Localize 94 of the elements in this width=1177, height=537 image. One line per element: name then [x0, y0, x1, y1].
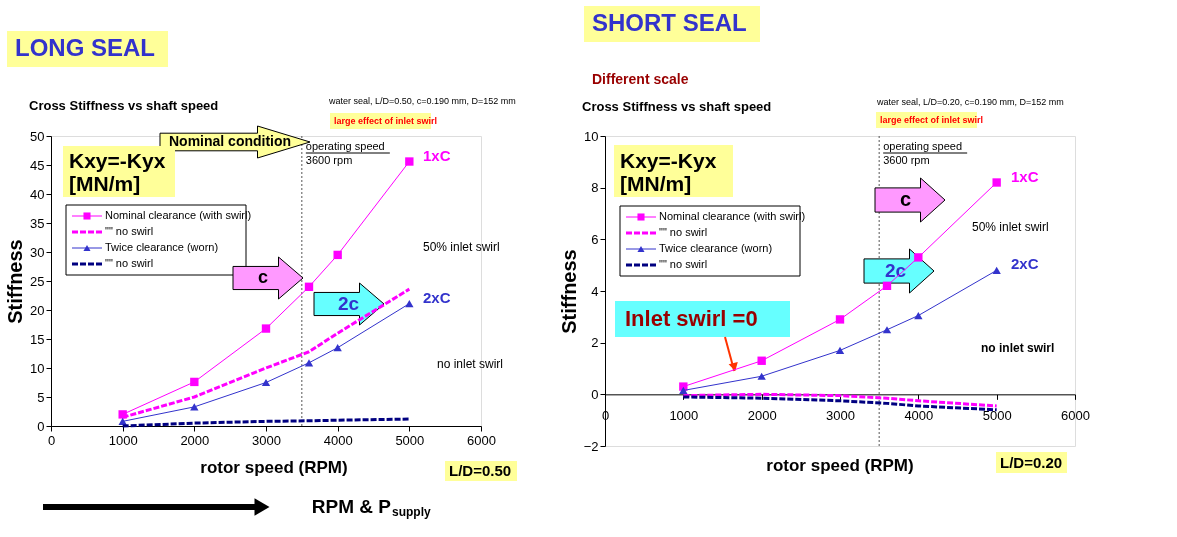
y-tick-label: 25	[30, 273, 45, 289]
point	[118, 410, 127, 419]
y-tick-label: −2	[583, 438, 599, 454]
legend-label: "" no swirl	[659, 226, 708, 238]
legend-label: Nominal clearance (with swirl)	[105, 209, 252, 221]
point	[679, 386, 688, 395]
point	[757, 356, 766, 365]
y-tick-label: 0	[591, 386, 599, 402]
point	[333, 250, 342, 260]
annotation: Nominal condition	[169, 133, 292, 149]
x-tick-label: 2000	[180, 432, 210, 448]
annotation: no inlet swirl	[437, 357, 504, 371]
y-tick-label: 10	[30, 360, 45, 376]
point	[304, 359, 314, 367]
point	[835, 315, 845, 324]
annotation: 2c	[338, 293, 360, 314]
chart-title: SHORT SEAL	[592, 9, 747, 36]
x-tick-label: 4000	[323, 432, 353, 448]
y-tick-label: 2	[591, 335, 599, 351]
y-tick-label: 5	[37, 389, 45, 405]
point	[992, 266, 1001, 274]
annotation: 1xC	[1011, 168, 1039, 185]
legend-label: "" no swirl	[659, 258, 708, 270]
y-tick-label: 10	[584, 128, 599, 144]
point	[914, 253, 923, 262]
point	[261, 378, 271, 387]
annotation: 1xC	[423, 147, 451, 164]
y-tick-label: 30	[30, 244, 45, 260]
y-tick-label: 50	[30, 128, 45, 144]
y-tick-label: 35	[30, 215, 45, 231]
x-tick-label: 5000	[395, 432, 425, 448]
annotation: 50% inlet swirl	[423, 240, 500, 254]
point	[190, 377, 199, 387]
point	[882, 326, 892, 334]
point	[882, 281, 892, 291]
point	[992, 178, 1001, 187]
x-axis-title: rotor speed (RPM)	[766, 456, 914, 475]
x-tick-label: 1000	[108, 432, 138, 448]
annotation: no inlet swirl	[981, 341, 1055, 355]
y-tick-label: 6	[591, 231, 599, 247]
annotation: 2xC	[423, 289, 451, 306]
point	[405, 157, 414, 166]
y-axis-title: Stiffness	[557, 249, 580, 334]
point	[835, 346, 845, 355]
text: L/D=0.50	[449, 462, 512, 479]
x-tick-label: 6000	[1061, 407, 1090, 423]
annotation: c	[258, 267, 269, 287]
x-tick-label: 0	[47, 432, 56, 448]
x-tick-label: 3000	[826, 407, 855, 423]
ref-line-label: operating speed 3600 rpm	[305, 140, 385, 166]
annotation: Inlet swirl =0	[625, 306, 758, 331]
text: Different scale	[592, 71, 689, 87]
y-tick-label: 0	[37, 418, 45, 434]
legend-label: "" no swirl	[105, 257, 154, 269]
y-tick-label: 8	[591, 180, 599, 196]
y-tick-label: 15	[30, 331, 45, 347]
x-tick-label: 1000	[669, 407, 699, 423]
chart-subtitle: Cross Stiffness vs shaft speed	[29, 98, 219, 113]
line-series	[681, 395, 999, 412]
y-axis-title: Stiffness	[4, 239, 27, 324]
annotation: Kxy=-Kyx [MN/m]	[620, 149, 717, 195]
point	[261, 324, 271, 333]
x-tick-label: 3000	[252, 432, 281, 448]
legend-label: "" no swirl	[105, 225, 154, 237]
chart-subtitle: Cross Stiffness vs shaft speed	[582, 99, 772, 114]
annotation: 2xC	[1011, 255, 1039, 272]
y-tick-label: 40	[30, 186, 45, 202]
legend-label: Twice clearance (worn)	[105, 241, 219, 253]
x-axis-title: rotor speed (RPM)	[200, 458, 348, 477]
text: L/D=0.20	[1000, 454, 1063, 471]
text: large effect of inlet swirl	[880, 115, 984, 125]
point	[757, 372, 766, 380]
point	[333, 344, 342, 352]
chart-title: LONG SEAL	[15, 34, 156, 61]
y-tick-label: 4	[591, 283, 599, 299]
x-tick-label: 4000	[904, 407, 934, 423]
text: water seal, L/D=0.20, c=0.190 mm, D=152 mm	[876, 97, 1064, 107]
ref-line-label: operating speed 3600 rpm	[883, 140, 963, 166]
annotation: 50% inlet swirl	[972, 220, 1049, 234]
x-tick-label: 2000	[747, 407, 777, 423]
text: water seal, L/D=0.50, c=0.190 mm, D=152 mm	[328, 96, 516, 106]
point	[304, 282, 314, 291]
annotation: 2c	[885, 260, 907, 281]
annotation: Kxy=-Kyx [MN/m]	[69, 149, 166, 195]
point	[405, 300, 414, 308]
legend-label: Nominal clearance (with swirl)	[659, 210, 806, 222]
annotation: c	[900, 188, 912, 210]
x-tick-label: 6000	[467, 432, 496, 448]
y-tick-label: 20	[30, 302, 45, 318]
y-tick-label: 45	[30, 157, 45, 173]
text: large effect of inlet swirl	[334, 116, 438, 126]
legend-label: Twice clearance (worn)	[659, 242, 773, 254]
point	[914, 311, 923, 320]
x-tick-label: 5000	[982, 407, 1012, 423]
